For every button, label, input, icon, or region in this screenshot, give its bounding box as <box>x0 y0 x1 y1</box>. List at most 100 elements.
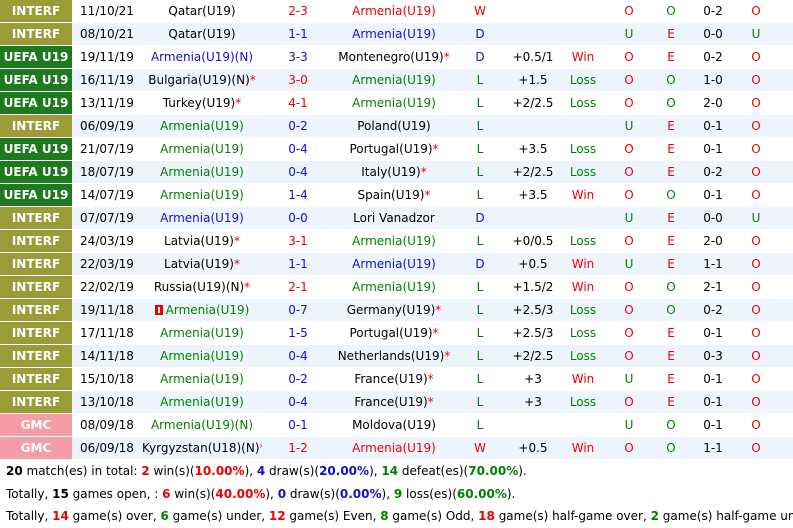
match-score[interactable]: 0-4 <box>288 395 308 409</box>
match-score[interactable]: 1-1 <box>288 27 308 41</box>
score-cell[interactable]: 2-1 <box>262 275 334 299</box>
league-cell[interactable]: INTERF <box>0 252 72 276</box>
league-link[interactable]: INTERF <box>11 280 61 294</box>
away-team-name[interactable]: Italy(U19) <box>361 165 421 179</box>
away-team-name[interactable]: Armenia(U19) <box>352 280 436 294</box>
away-team-cell[interactable]: France(U19)* <box>334 367 454 391</box>
home-team-name[interactable]: Armenia(U19) <box>160 211 244 225</box>
score-cell[interactable]: 3-3 <box>262 45 334 69</box>
home-team-name[interactable]: Armenia(U19)(N) <box>150 418 254 432</box>
home-team-name[interactable]: Russia(U19)(N) <box>153 280 245 294</box>
match-score[interactable]: 3-3 <box>288 50 308 64</box>
away-team-name[interactable]: Montenegro(U19) <box>338 50 444 64</box>
home-team-cell[interactable]: Qatar(U19) <box>142 22 262 46</box>
league-link[interactable]: INTERF <box>11 372 61 386</box>
score-cell[interactable]: 2-3 <box>262 0 334 23</box>
match-score[interactable]: 0-4 <box>288 165 308 179</box>
match-score[interactable]: 3-1 <box>288 234 308 248</box>
home-team-name[interactable]: Armenia(U19) <box>160 119 244 133</box>
away-team-name[interactable]: France(U19) <box>354 372 428 386</box>
score-cell[interactable]: 0-4 <box>262 137 334 161</box>
home-team-name[interactable]: Qatar(U19) <box>168 4 236 18</box>
score-cell[interactable]: 0-1 <box>262 413 334 437</box>
away-team-cell[interactable]: Armenia(U19) <box>334 275 454 299</box>
away-team-cell[interactable]: Armenia(U19) <box>334 91 454 115</box>
home-team-name[interactable]: Armenia(U19) <box>160 188 244 202</box>
home-team-cell[interactable]: Armenia(U19) <box>142 183 262 207</box>
score-cell[interactable]: 1-1 <box>262 252 334 276</box>
home-team-cell[interactable]: Armenia(U19) <box>142 367 262 391</box>
home-team-cell[interactable]: Armenia(U19) <box>142 390 262 414</box>
league-link[interactable]: INTERF <box>11 119 61 133</box>
league-link[interactable]: INTERF <box>11 234 61 248</box>
league-cell[interactable]: INTERF <box>0 0 72 23</box>
score-cell[interactable]: 0-7 <box>262 298 334 322</box>
league-cell[interactable]: GMC <box>0 413 72 437</box>
match-score[interactable]: 1-5 <box>288 326 308 340</box>
score-cell[interactable]: 0-4 <box>262 390 334 414</box>
league-link[interactable]: UEFA U19 <box>3 96 69 110</box>
league-cell[interactable]: GMC <box>0 436 72 460</box>
home-team-name[interactable]: Armenia(U19) <box>160 165 244 179</box>
league-cell[interactable]: INTERF <box>0 114 72 138</box>
league-link[interactable]: UEFA U19 <box>3 73 69 87</box>
home-team-name[interactable]: Qatar(U19) <box>168 27 236 41</box>
home-team-name[interactable]: Latvia(U19) <box>164 234 234 248</box>
score-cell[interactable]: 1-5 <box>262 321 334 345</box>
match-score[interactable]: 3-0 <box>288 73 308 87</box>
league-cell[interactable]: UEFA U19 <box>0 183 72 207</box>
home-team-cell[interactable]: Kyrgyzstan(U18)(N)* <box>142 436 262 460</box>
away-team-cell[interactable]: Italy(U19)* <box>334 160 454 184</box>
match-score[interactable]: 0-7 <box>288 303 308 317</box>
league-link[interactable]: INTERF <box>11 303 61 317</box>
match-score[interactable]: 2-1 <box>288 280 308 294</box>
away-team-cell[interactable]: Montenegro(U19)* <box>334 45 454 69</box>
score-cell[interactable]: 1-4 <box>262 183 334 207</box>
league-cell[interactable]: INTERF <box>0 298 72 322</box>
match-score[interactable]: 2-3 <box>288 4 308 18</box>
score-cell[interactable]: 3-0 <box>262 68 334 92</box>
away-team-name[interactable]: Armenia(U19) <box>352 96 436 110</box>
score-cell[interactable]: 0-4 <box>262 160 334 184</box>
away-team-cell[interactable]: Armenia(U19) <box>334 0 454 23</box>
home-team-cell[interactable]: Armenia(U19)(N) <box>142 413 262 437</box>
away-team-cell[interactable]: Lori Vanadzor <box>334 206 454 230</box>
away-team-cell[interactable]: Armenia(U19) <box>334 252 454 276</box>
match-score[interactable]: 0-2 <box>288 119 308 133</box>
away-team-name[interactable]: Armenia(U19) <box>352 441 436 455</box>
league-link[interactable]: INTERF <box>11 211 61 225</box>
away-team-name[interactable]: Armenia(U19) <box>352 257 436 271</box>
league-link[interactable]: GMC <box>20 441 52 455</box>
away-team-name[interactable]: Netherlands(U19) <box>337 349 445 363</box>
away-team-name[interactable]: Armenia(U19) <box>352 27 436 41</box>
league-link[interactable]: UEFA U19 <box>3 142 69 156</box>
home-team-name[interactable]: Armenia(U19) <box>160 349 244 363</box>
home-team-cell[interactable]: Armenia(U19) <box>142 206 262 230</box>
score-cell[interactable]: 0-2 <box>262 114 334 138</box>
away-team-cell[interactable]: Netherlands(U19)* <box>334 344 454 368</box>
match-score[interactable]: 0-1 <box>288 418 308 432</box>
league-cell[interactable]: INTERF <box>0 206 72 230</box>
match-score[interactable]: 0-0 <box>288 211 308 225</box>
away-team-name[interactable]: Poland(U19) <box>357 119 431 133</box>
match-score[interactable]: 4-1 <box>288 96 308 110</box>
league-link[interactable]: UEFA U19 <box>3 165 69 179</box>
away-team-cell[interactable]: Portugal(U19)* <box>334 321 454 345</box>
home-team-name[interactable]: Bulgaria(U19)(N) <box>148 73 250 87</box>
away-team-name[interactable]: France(U19) <box>354 395 428 409</box>
home-team-name[interactable]: Armenia(U19) <box>160 395 244 409</box>
league-link[interactable]: INTERF <box>11 257 61 271</box>
league-cell[interactable]: UEFA U19 <box>0 68 72 92</box>
match-score[interactable]: 0-4 <box>288 349 308 363</box>
league-link[interactable]: INTERF <box>11 326 61 340</box>
league-link[interactable]: INTERF <box>11 349 61 363</box>
away-team-name[interactable]: Portugal(U19) <box>349 326 433 340</box>
away-team-name[interactable]: Moldova(U19) <box>352 418 436 432</box>
home-team-name[interactable]: Kyrgyzstan(U18)(N) <box>142 441 260 455</box>
home-team-name[interactable]: Armenia(U19)(N) <box>150 50 254 64</box>
away-team-cell[interactable]: Armenia(U19) <box>334 68 454 92</box>
away-team-cell[interactable]: Moldova(U19) <box>334 413 454 437</box>
away-team-name[interactable]: Portugal(U19) <box>349 142 433 156</box>
league-link[interactable]: GMC <box>20 418 52 432</box>
league-link[interactable]: INTERF <box>11 395 61 409</box>
